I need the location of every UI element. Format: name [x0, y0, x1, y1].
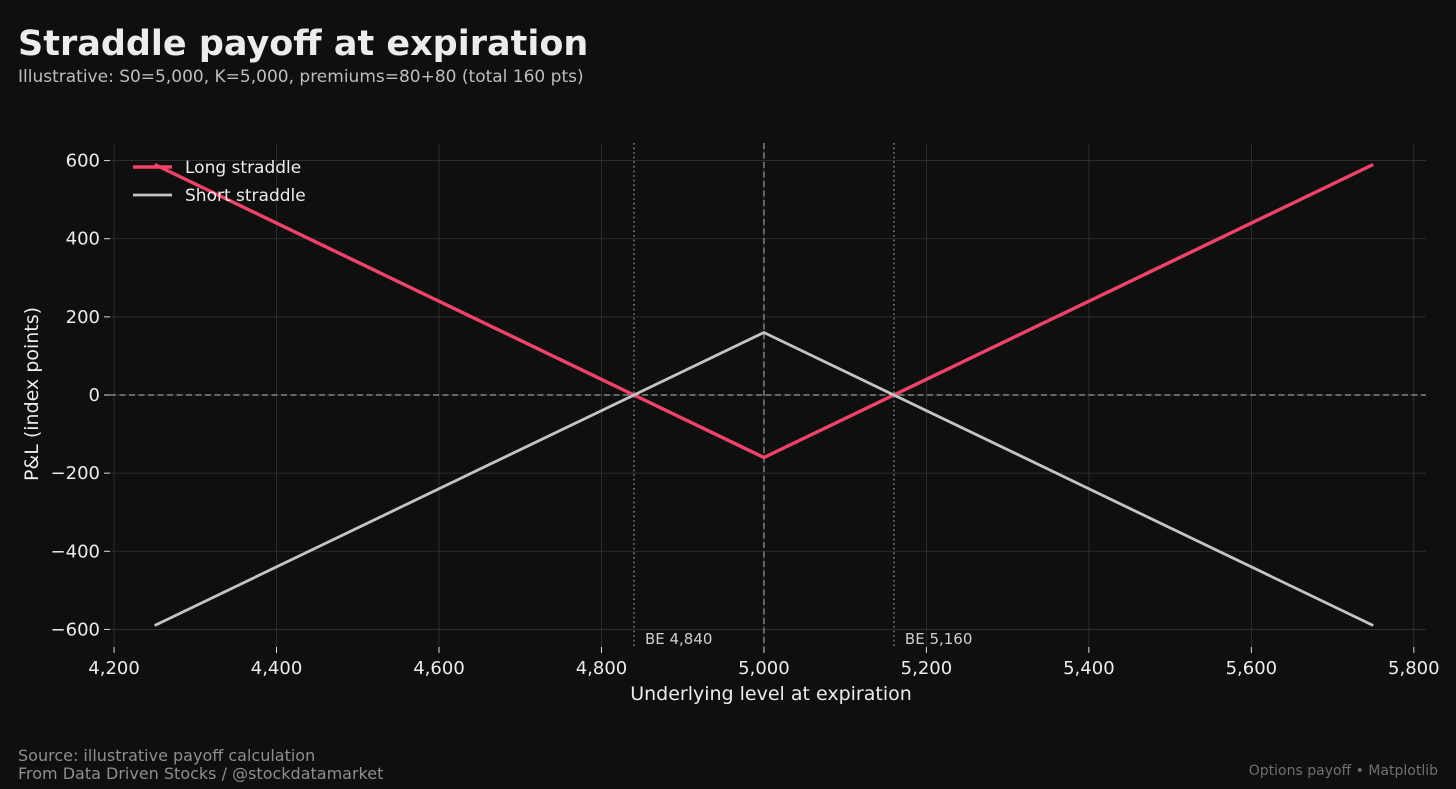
- reference-lines: [110, 143, 1426, 647]
- x-axis-label: Underlying level at expiration: [630, 683, 912, 705]
- footer-source: Source: illustrative payoff calculation …: [18, 747, 383, 783]
- x-tick-label: 5,000: [738, 658, 790, 679]
- y-tick-label: 600: [66, 151, 100, 172]
- x-tick-label: 4,200: [88, 658, 140, 679]
- x-tick-label: 5,200: [901, 658, 953, 679]
- x-tick-label: 4,600: [413, 658, 465, 679]
- credit-note: From Data Driven Stocks / @stockdatamark…: [18, 764, 384, 783]
- short-straddle-line: [154, 330, 1374, 627]
- y-tick-label: 200: [66, 307, 100, 328]
- long-straddle-line: [153, 162, 1374, 460]
- x-tick-label: 5,400: [1063, 658, 1115, 679]
- y-tick-label: 400: [66, 229, 100, 250]
- chart-subtitle: Illustrative: S0=5,000, K=5,000, premium…: [18, 67, 584, 87]
- legend: Long straddle Short straddle: [133, 158, 306, 206]
- x-tick-label: 4,800: [576, 658, 628, 679]
- annotations: BE 4,840 BE 5,160: [645, 630, 972, 648]
- y-tick-label: −600: [51, 619, 100, 640]
- y-axis-label: P&L (index points): [21, 307, 43, 481]
- y-tick-label: −200: [51, 463, 100, 484]
- legend-label: Short straddle: [185, 186, 306, 206]
- y-tick-label: 0: [89, 385, 100, 406]
- ticks: 4,200 4,400 4,600 4,800 5,000 5,200 5,400 5,600…: [51, 151, 1440, 679]
- chart-title: Straddle payoff at expiration: [18, 24, 589, 64]
- breakeven-label: BE 4,840: [645, 630, 712, 648]
- x-tick-label: 5,800: [1388, 658, 1440, 679]
- x-tick-label: 5,600: [1226, 658, 1278, 679]
- series: [153, 162, 1374, 627]
- source-note: Source: illustrative payoff calculation: [18, 746, 316, 765]
- y-tick-label: −400: [51, 541, 100, 562]
- breakeven-label: BE 5,160: [905, 630, 972, 648]
- footer-watermark: Options payoff • Matplotlib: [1248, 763, 1438, 779]
- legend-label: Long straddle: [185, 158, 301, 178]
- x-tick-label: 4,400: [251, 658, 303, 679]
